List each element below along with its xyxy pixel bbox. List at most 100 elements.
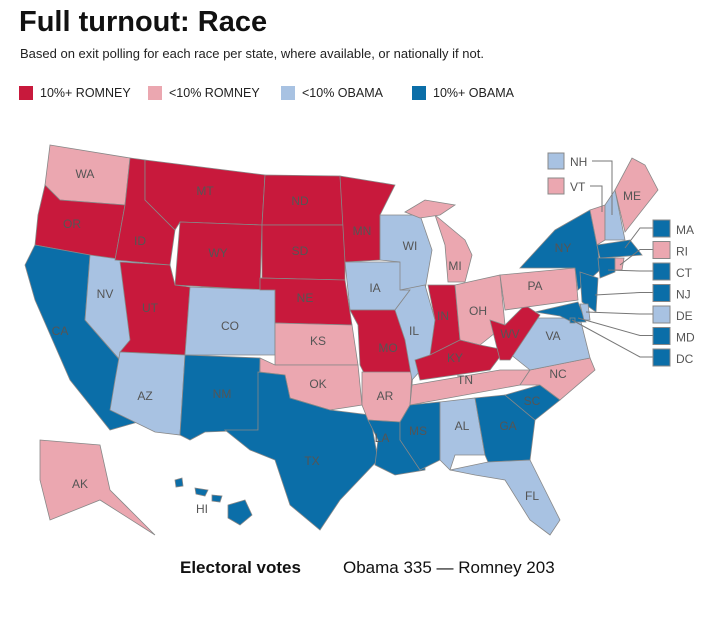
state-label-va: VA xyxy=(545,329,560,343)
state-label-ut: UT xyxy=(142,301,159,315)
state-label-ky: KY xyxy=(447,351,463,365)
state-label-il: IL xyxy=(409,324,419,338)
callout-swatch-nh xyxy=(547,152,565,170)
state-label-ga: GA xyxy=(499,419,516,433)
callout-label-nj: NJ xyxy=(676,288,691,302)
state-label-fl: FL xyxy=(525,489,539,503)
state-label-co: CO xyxy=(221,319,239,333)
page-title: Full turnout: Race xyxy=(19,6,268,38)
state-label-mo: MO xyxy=(378,341,397,355)
state-label-wy: WY xyxy=(208,246,227,260)
callout-swatch-ct xyxy=(652,262,671,281)
legend-lean-obama: <10% OBAMA xyxy=(281,86,383,100)
state-label-id: ID xyxy=(134,234,146,248)
state-label-nd: ND xyxy=(291,194,309,208)
electoral-votes-result: Obama 335 — Romney 203 xyxy=(343,558,555,577)
state-tx xyxy=(223,371,379,531)
state-ma xyxy=(596,239,643,259)
state-label-ms: MS xyxy=(409,424,427,438)
state-label-mt: MT xyxy=(196,184,214,198)
state-fl xyxy=(449,459,561,536)
state-label-ok: OK xyxy=(309,377,326,391)
callout-leader xyxy=(590,185,603,212)
state-hi xyxy=(227,499,253,526)
state-label-hi: HI xyxy=(196,502,208,516)
electoral-votes-label: Electoral votes xyxy=(180,558,301,577)
state-md xyxy=(534,301,587,323)
state-label-wa: WA xyxy=(76,167,95,181)
state-wv xyxy=(489,304,541,361)
legend-swatch xyxy=(281,86,295,100)
legend-lean-romney: <10% ROMNEY xyxy=(148,86,260,100)
legend-strong-obama: 10%+ OBAMA xyxy=(412,86,514,100)
callout-swatch-ri xyxy=(652,241,671,259)
callout-label-ma: MA xyxy=(676,223,694,237)
callout-label-md: MD xyxy=(676,331,695,345)
state-label-oh: OH xyxy=(469,304,487,318)
state-label-or: OR xyxy=(63,217,81,231)
state-label-sd: SD xyxy=(292,244,309,258)
callout-swatch-nj xyxy=(652,284,671,302)
state-label-wi: WI xyxy=(403,239,418,253)
state-label-pa: PA xyxy=(527,279,542,293)
state-label-me: ME xyxy=(623,189,641,203)
state-label-ak: AK xyxy=(72,477,88,491)
legend-swatch xyxy=(412,86,426,100)
state-hi-island xyxy=(174,477,184,488)
callout-leader xyxy=(624,227,653,249)
callout-swatch-vt xyxy=(547,177,565,195)
callout-label-ct: CT xyxy=(676,266,693,280)
callout-swatch-de xyxy=(652,305,671,324)
callout-leader xyxy=(619,249,653,266)
state-label-nm: NM xyxy=(213,387,232,401)
state-de xyxy=(579,303,591,321)
callout-label-dc: DC xyxy=(676,352,694,366)
state-label-nc: NC xyxy=(549,367,567,381)
state-label-ca: CA xyxy=(52,324,69,338)
state-ct xyxy=(597,257,616,279)
state-label-ia: IA xyxy=(369,281,380,295)
state-label-la: LA xyxy=(375,431,390,445)
state-label-wv: WV xyxy=(500,327,519,341)
callout-swatch-dc xyxy=(652,348,671,367)
callout-label-nh: NH xyxy=(570,155,587,169)
callout-leader xyxy=(592,160,613,215)
legend-swatch xyxy=(19,86,33,100)
state-ky xyxy=(414,339,506,381)
state-ak xyxy=(39,439,156,536)
state-label-nv: NV xyxy=(97,287,114,301)
callout-swatch-md xyxy=(652,327,671,345)
state-label-tx: TX xyxy=(304,454,319,468)
callout-label-ri: RI xyxy=(676,245,688,259)
legend-label: <10% ROMNEY xyxy=(169,86,260,100)
subtitle: Based on exit polling for each race per … xyxy=(20,46,484,61)
state-label-in: IN xyxy=(437,309,449,323)
legend-label: <10% OBAMA xyxy=(302,86,383,100)
state-label-ne: NE xyxy=(297,291,314,305)
legend-swatch xyxy=(148,86,162,100)
legend-strong-romney: 10%+ ROMNEY xyxy=(19,86,131,100)
state-label-ny: NY xyxy=(555,241,572,255)
state-label-mn: MN xyxy=(353,224,372,238)
state-hi-island xyxy=(194,487,209,497)
state-me xyxy=(614,157,659,233)
callout-leader xyxy=(571,319,653,358)
state-label-ar: AR xyxy=(377,389,394,403)
state-label-al: AL xyxy=(455,419,470,433)
state-pa xyxy=(499,267,579,311)
legend-label: 10%+ ROMNEY xyxy=(40,86,131,100)
legend-label: 10%+ OBAMA xyxy=(433,86,514,100)
state-label-az: AZ xyxy=(137,389,152,403)
state-label-ks: KS xyxy=(310,334,326,348)
state-ri xyxy=(614,257,625,271)
state-mi-upper xyxy=(404,199,457,219)
state-label-tn: TN xyxy=(457,373,473,387)
state-hi-island xyxy=(211,494,223,503)
state-mi xyxy=(434,213,473,283)
callout-swatch-ma xyxy=(652,219,671,238)
callout-label-vt: VT xyxy=(570,180,586,194)
callout-label-de: DE xyxy=(676,309,693,323)
callout-leader xyxy=(585,311,653,315)
